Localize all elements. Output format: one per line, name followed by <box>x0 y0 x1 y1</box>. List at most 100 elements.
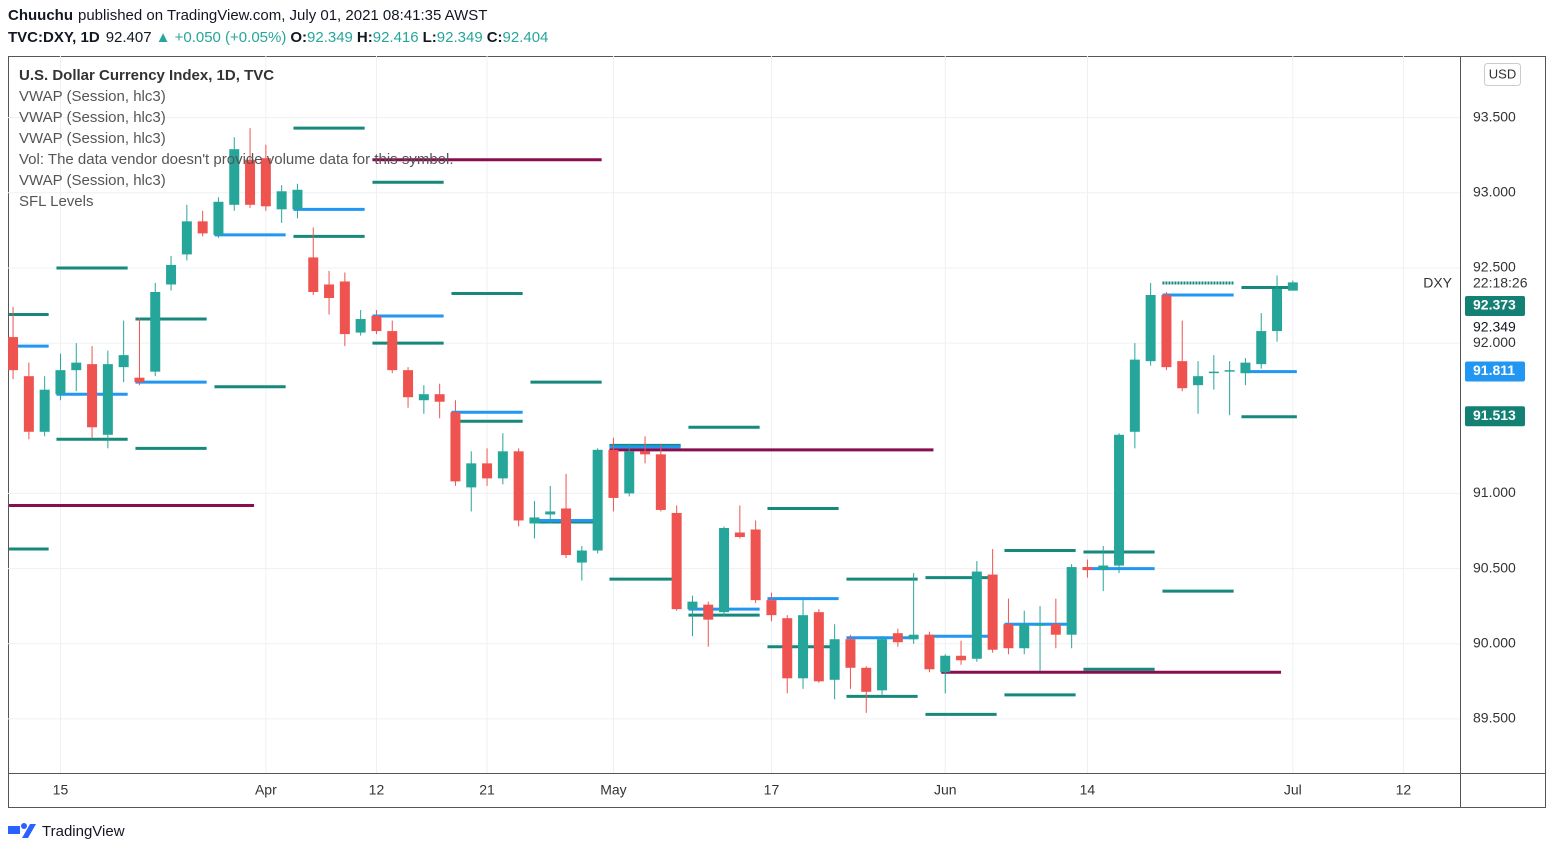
candle-body <box>703 604 714 620</box>
candle-body <box>1193 376 1204 386</box>
candle-body <box>1161 295 1172 368</box>
candle-body <box>1082 567 1093 571</box>
ohlc-label: C: <box>487 29 503 46</box>
candle-body <box>466 463 477 488</box>
brand: TradingView <box>42 823 125 840</box>
ohlc-label: O: <box>290 29 307 46</box>
candle-body <box>545 511 556 515</box>
plot-area <box>8 56 1460 773</box>
candle-body <box>1129 359 1140 432</box>
x-tick-label: 17 <box>764 782 780 798</box>
candle-body <box>956 655 967 661</box>
study-label: VWAP (Session, hlc3) <box>19 88 166 105</box>
candle-body <box>8 337 19 371</box>
x-tick-label: Apr <box>255 782 277 798</box>
candle-body <box>845 639 856 668</box>
symbol: TVC:DXY, 1D <box>8 29 100 46</box>
candle-body <box>1019 624 1030 649</box>
candle-body <box>513 451 524 521</box>
candle-body <box>339 281 350 335</box>
ohlc-label: L: <box>423 29 437 46</box>
candle-body <box>971 571 982 659</box>
last-price: 92.407 <box>106 29 152 46</box>
candle-body <box>213 201 224 235</box>
candle-body <box>987 574 998 650</box>
y-tick-label: 92.000 <box>1473 334 1516 350</box>
candle-body <box>671 512 682 610</box>
candle-body <box>782 618 793 679</box>
currency: USD <box>1489 66 1516 81</box>
candle-body <box>71 362 82 371</box>
candle-body <box>813 612 824 682</box>
candle-body <box>892 633 903 643</box>
ohlc-value: 92.416 <box>373 29 419 46</box>
candle-body <box>1050 624 1061 635</box>
y-tick-label: 92.500 <box>1473 259 1516 275</box>
candle-body <box>908 634 919 640</box>
candle-body <box>482 463 493 479</box>
y-tick-label: 90.500 <box>1473 559 1516 575</box>
candle-body <box>1145 295 1156 362</box>
x-tick-label: 12 <box>1396 782 1412 798</box>
candle-body <box>1066 567 1077 635</box>
price-label: 92.349 <box>1473 319 1516 335</box>
y-tick-label: 93.500 <box>1473 108 1516 124</box>
study-label: VWAP (Session, hlc3) <box>19 130 166 147</box>
y-tick-label: 91.000 <box>1473 484 1516 500</box>
candle-body <box>134 377 145 383</box>
candle-body <box>1114 434 1125 566</box>
candle-body <box>1240 362 1251 374</box>
candle-body <box>655 454 666 510</box>
candle-body <box>861 667 872 692</box>
x-tick-label: 14 <box>1080 782 1096 798</box>
x-tick-label: 15 <box>53 782 69 798</box>
candle-body <box>418 394 429 401</box>
candle-body <box>829 639 840 680</box>
candle-body <box>55 370 66 395</box>
x-tick-label: Jul <box>1284 782 1302 798</box>
candle-body <box>292 189 303 210</box>
candle-body <box>355 319 366 333</box>
candle-body <box>245 159 256 205</box>
candle-body <box>798 615 809 679</box>
candle-body <box>719 527 730 613</box>
candle-body <box>624 451 635 494</box>
candle-body <box>750 529 761 601</box>
x-tick-label: Jun <box>934 782 957 798</box>
study-label: Vol: The data vendor doesn't provide vol… <box>19 151 454 168</box>
price-label: 92.373 <box>1473 297 1516 313</box>
candle-body <box>87 364 98 428</box>
candle-body <box>166 264 177 285</box>
author: Chuuchu <box>8 7 73 24</box>
currency-box <box>1484 63 1521 86</box>
candle-body <box>1272 288 1283 332</box>
candle-body <box>197 221 208 234</box>
y-tick-label: 89.500 <box>1473 710 1516 726</box>
ohlc-value: 92.404 <box>503 29 549 46</box>
x-tick-label: May <box>600 782 626 798</box>
y-tick-label: 93.000 <box>1473 183 1516 199</box>
published: published on TradingView.com, July 01, 2… <box>78 7 487 24</box>
candle-body <box>561 508 572 556</box>
ohlc-value: 92.349 <box>307 29 353 46</box>
candle-body <box>877 639 888 691</box>
price-label: 91.513 <box>1473 407 1516 423</box>
tv-logo <box>8 823 36 838</box>
candle-body <box>497 451 508 479</box>
candle-body <box>371 316 382 332</box>
price-label-bg <box>1465 406 1525 427</box>
candle-body <box>118 355 129 368</box>
candle-body <box>229 149 240 205</box>
candle-body <box>529 517 540 524</box>
candle-body <box>734 532 745 538</box>
candle-body <box>608 449 619 498</box>
candle-body <box>1287 282 1298 291</box>
candle-body <box>39 389 50 432</box>
x-tick-label: 12 <box>369 782 385 798</box>
candle-body <box>576 550 587 563</box>
candle-body <box>687 601 698 610</box>
study-label: VWAP (Session, hlc3) <box>19 172 166 189</box>
candle-body <box>387 331 398 371</box>
quote-line: TVC:DXY, 1D 92.407 ▲ +0.050 (+0.05%) O:92.3… <box>8 29 548 46</box>
